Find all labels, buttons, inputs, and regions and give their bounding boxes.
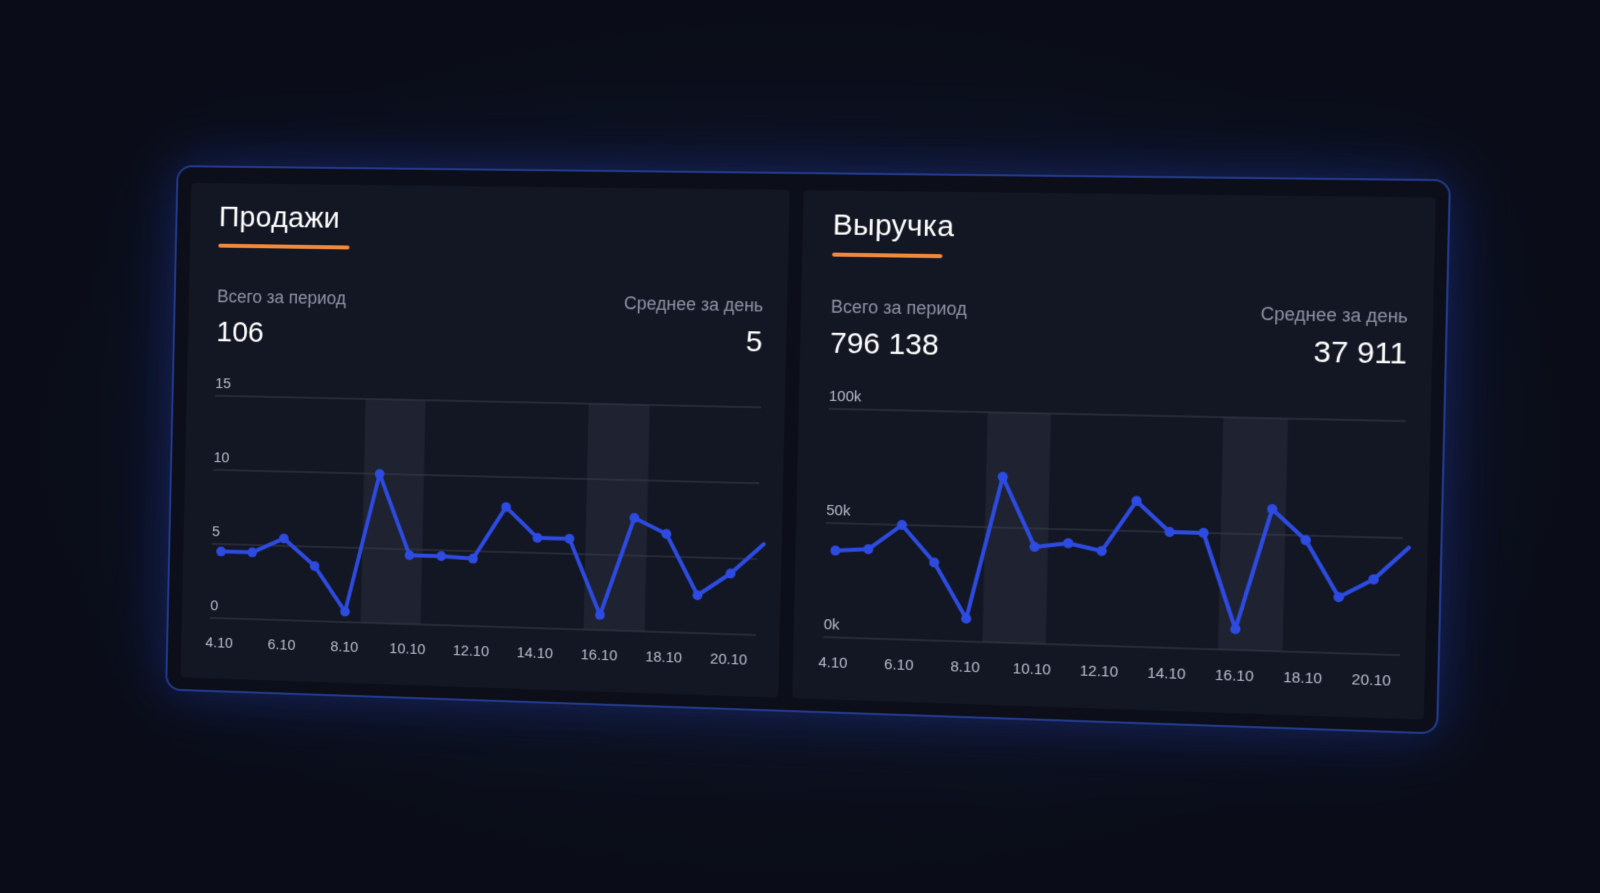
y-tick-label: 100k bbox=[829, 389, 862, 406]
data-point bbox=[1063, 538, 1073, 548]
x-tick-label: 12.10 bbox=[1080, 663, 1119, 681]
x-tick-label: 18.10 bbox=[1283, 670, 1322, 688]
total-value: 106 bbox=[216, 316, 264, 350]
x-tick-label: 6.10 bbox=[267, 637, 295, 654]
avg-label: Среднее за день bbox=[1260, 304, 1408, 328]
revenue-panel: Выручка Всего за период 796 138 Среднее … bbox=[792, 190, 1436, 720]
x-tick-label: 8.10 bbox=[330, 639, 358, 656]
y-tick-label: 0k bbox=[824, 617, 841, 634]
title-underline bbox=[218, 244, 349, 250]
y-tick-label: 0 bbox=[210, 598, 218, 614]
revenue-chart: 0k 50k 100k 4.10 6.10 8.10 10.10 12.10 14.10 16.1… bbox=[802, 386, 1422, 707]
x-tick-label: 16.10 bbox=[581, 647, 618, 664]
x-tick-label: 8.10 bbox=[950, 659, 980, 676]
sales-chart: 0 5 10 15 4.10 6.10 8.10 10.10 12.10 14.10 16.10 18… bbox=[190, 374, 777, 686]
x-tick-label: 18.10 bbox=[645, 649, 682, 666]
total-value: 796 138 bbox=[830, 327, 939, 363]
avg-value: 5 bbox=[746, 325, 763, 359]
x-tick-label: 10.10 bbox=[1013, 661, 1051, 679]
x-tick-label: 6.10 bbox=[884, 657, 914, 674]
data-point bbox=[216, 547, 226, 557]
x-tick-label: 20.10 bbox=[710, 651, 747, 668]
dashboard-frame: Продажи Всего за период 106 Среднее за д… bbox=[165, 165, 1451, 734]
x-tick-label: 14.10 bbox=[516, 645, 553, 662]
x-tick-label: 10.10 bbox=[389, 641, 425, 658]
x-tick-label: 20.10 bbox=[1351, 672, 1391, 690]
gridline bbox=[215, 396, 761, 408]
x-tick-label: 16.10 bbox=[1215, 667, 1254, 685]
gridline bbox=[823, 637, 1400, 655]
data-point bbox=[1198, 528, 1209, 538]
title-underline bbox=[832, 253, 942, 259]
y-tick-label: 10 bbox=[213, 450, 229, 466]
x-tick-label: 4.10 bbox=[818, 655, 848, 672]
gridline bbox=[213, 470, 759, 483]
x-tick-label: 14.10 bbox=[1147, 665, 1186, 683]
total-label: Всего за период bbox=[217, 287, 346, 310]
y-tick-label: 50k bbox=[826, 503, 851, 520]
gridline bbox=[210, 618, 756, 635]
panel-title: Продажи bbox=[219, 201, 341, 236]
total-label: Всего за период bbox=[831, 297, 967, 320]
gridline bbox=[829, 409, 1406, 421]
series-line bbox=[834, 473, 1410, 634]
sales-panel: Продажи Всего за период 106 Среднее за д… bbox=[181, 183, 790, 698]
avg-value: 37 911 bbox=[1313, 335, 1407, 372]
panel-title: Выручка bbox=[832, 208, 954, 244]
data-point bbox=[436, 551, 446, 561]
y-tick-label: 15 bbox=[215, 376, 231, 392]
y-tick-label: 5 bbox=[212, 524, 220, 540]
data-point bbox=[830, 545, 840, 555]
avg-label: Среднее за день bbox=[624, 293, 764, 316]
x-tick-label: 4.10 bbox=[205, 635, 233, 652]
x-tick-label: 12.10 bbox=[453, 643, 490, 660]
series-line bbox=[220, 470, 765, 625]
